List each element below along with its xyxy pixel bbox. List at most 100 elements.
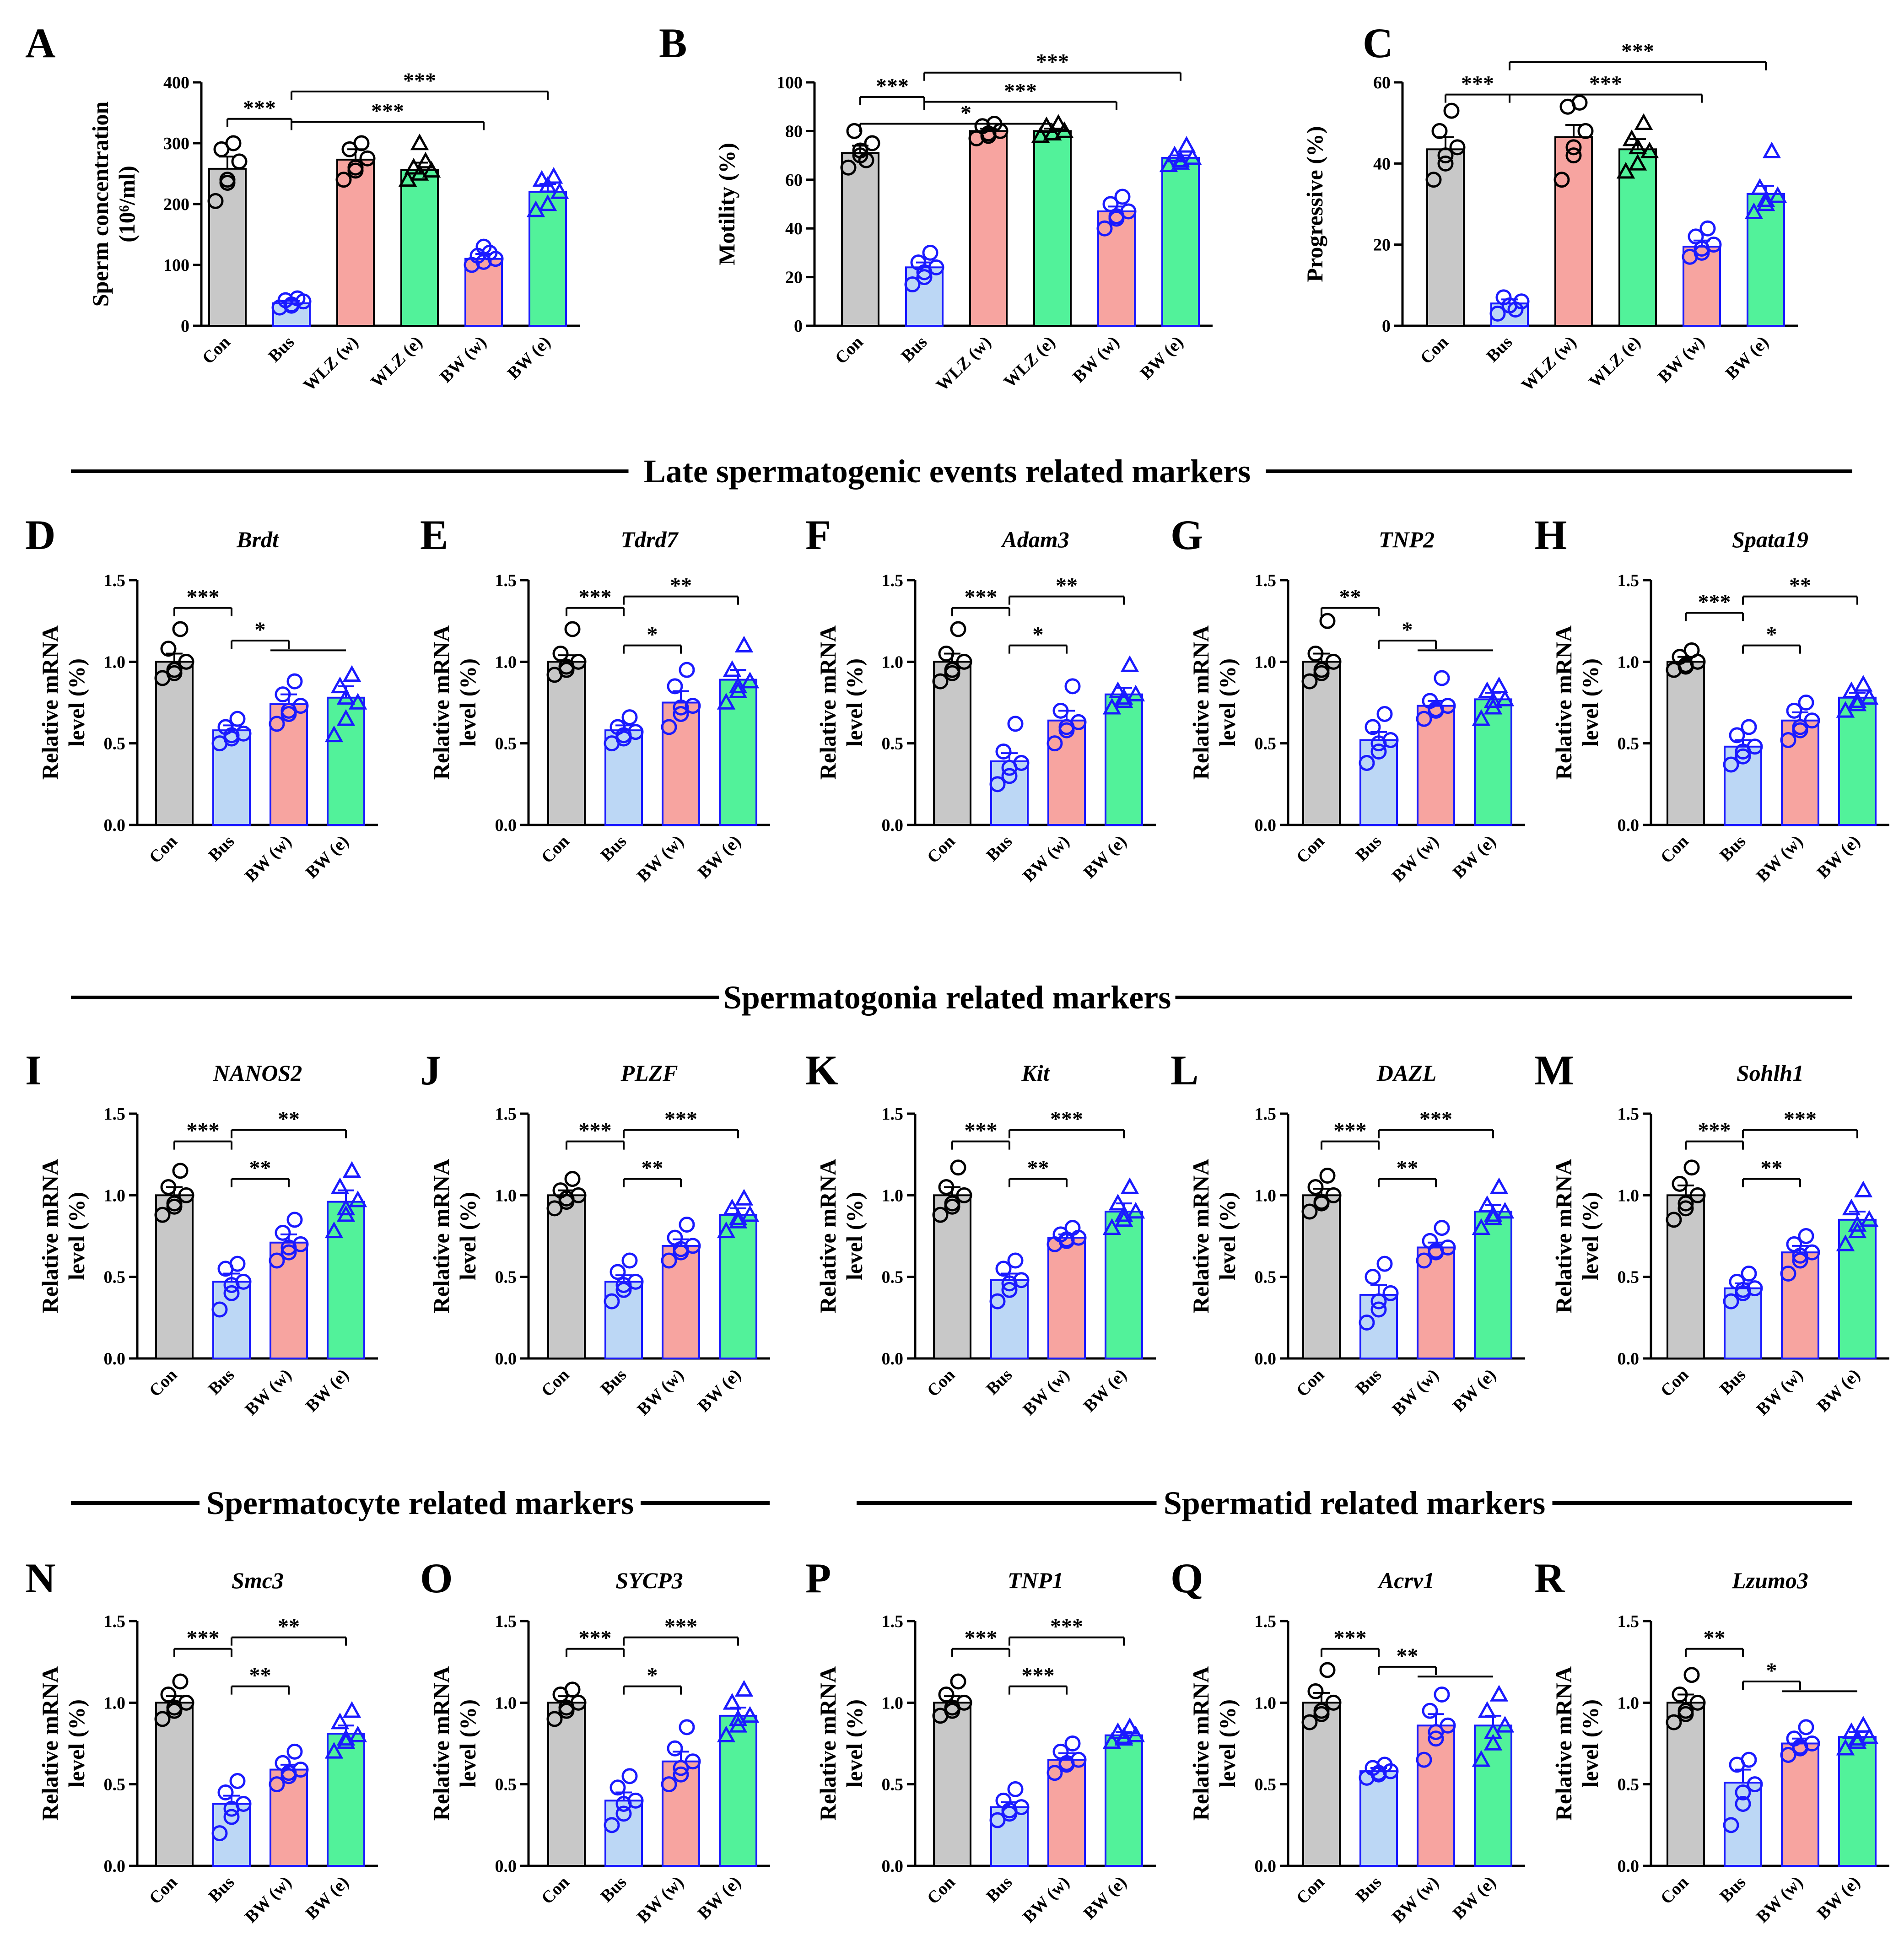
panel-title: Kit [1021, 1060, 1050, 1086]
sig-label: * [960, 101, 971, 125]
data-point [956, 1187, 972, 1203]
data-point [532, 170, 551, 187]
data-point [1798, 1719, 1814, 1735]
x-tick-label: BW (w) [241, 1873, 295, 1927]
y-tick-label: 20 [785, 268, 803, 287]
data-point [1735, 748, 1751, 765]
sig-label: *** [1419, 1107, 1452, 1132]
y-axis-label: Relative mRNA [1551, 1159, 1576, 1313]
data-point [950, 1673, 966, 1690]
bar [212, 1803, 251, 1867]
data-point [995, 744, 1012, 760]
data-point [1422, 1703, 1438, 1719]
bar [933, 1194, 971, 1359]
data-point [1114, 1210, 1133, 1227]
y-axis-label: Relative mRNA [428, 1159, 454, 1313]
sig-label: *** [579, 1119, 612, 1143]
x-tick-label: WLZ (e) [367, 333, 426, 392]
x-tick-label: Con [1293, 832, 1328, 867]
data-point [564, 621, 581, 637]
data-point [1848, 1215, 1867, 1232]
data-point [1756, 190, 1775, 207]
data-point [717, 693, 736, 710]
y-axis-label: Relative mRNA [1188, 1159, 1214, 1313]
data-point [1792, 1252, 1808, 1269]
y-axis-label: Relative mRNA [815, 1159, 841, 1313]
y-axis-label: Relative mRNA [1188, 625, 1214, 780]
panel-title: SYCP3 [615, 1568, 683, 1593]
data-point [667, 678, 683, 695]
x-tick-label: BW (w) [436, 333, 490, 387]
bar [969, 130, 1008, 327]
data-point [283, 297, 300, 314]
panel-label: G [1170, 512, 1203, 558]
data-point [1102, 1732, 1122, 1749]
panel-title: Sohlh1 [1737, 1060, 1804, 1086]
data-point [1416, 1751, 1432, 1768]
data-point [1416, 1252, 1432, 1269]
x-tick-label: BW (e) [1449, 832, 1500, 883]
x-tick-label: Bus [597, 1873, 630, 1906]
data-point [1001, 1282, 1018, 1298]
bar [464, 258, 503, 327]
y-tick-label: 1.5 [1618, 571, 1640, 590]
panel-title: Spata19 [1732, 527, 1808, 552]
sig-label: *** [965, 1119, 998, 1143]
data-point [1577, 123, 1594, 139]
data-point [1798, 1228, 1814, 1244]
bar [604, 1281, 643, 1360]
data-point [1001, 1275, 1018, 1292]
data-point [1437, 147, 1454, 164]
x-tick-label: WLZ (e) [1585, 333, 1644, 392]
y-tick-label: 0.0 [1255, 816, 1277, 835]
bar [1724, 745, 1762, 826]
data-point [980, 128, 997, 144]
sig-label: *** [371, 99, 404, 123]
y-axis-label: Relative mRNA [428, 1666, 454, 1821]
x-tick-label: Bus [597, 832, 630, 865]
sig-label: *** [1589, 72, 1622, 96]
sig-label: *** [965, 1626, 998, 1650]
y-tick-label: 0.5 [882, 1775, 904, 1794]
section-header: Spermatid related markers [857, 1485, 1852, 1521]
data-point [166, 1699, 183, 1716]
y-tick-label: 1.5 [104, 1105, 126, 1124]
data-point [1108, 208, 1125, 225]
panel-label: N [25, 1555, 55, 1601]
y-tick-label: 1.0 [1618, 1693, 1640, 1713]
y-axis-label: level (%) [1214, 1699, 1240, 1788]
data-point [673, 706, 689, 722]
data-point [280, 1765, 297, 1781]
section-header: Spermatogonia related markers [71, 979, 1852, 1016]
data-point [1325, 1187, 1342, 1203]
y-tick-label: 0.0 [495, 1349, 517, 1369]
data-point [1792, 1739, 1808, 1755]
data-point [286, 1743, 303, 1760]
x-tick-label: BW (w) [1753, 832, 1807, 886]
data-point [269, 1252, 285, 1269]
panel-label: F [805, 512, 831, 558]
bar [841, 152, 879, 327]
data-point [661, 1776, 677, 1793]
data-point [1860, 688, 1879, 705]
sig-label: * [1766, 623, 1777, 647]
data-point [558, 1190, 575, 1207]
data-point [286, 1212, 303, 1228]
data-point [615, 1277, 632, 1293]
bar [1724, 1287, 1762, 1359]
data-point [1007, 1252, 1024, 1269]
y-axis-label: Motility (%) [714, 143, 739, 265]
y-axis-label: level (%) [1577, 1699, 1603, 1788]
data-point [1171, 151, 1190, 167]
data-point [410, 133, 429, 151]
x-tick-label: WLZ (w) [1518, 333, 1580, 395]
y-tick-label: 100 [777, 73, 803, 92]
data-point [1171, 153, 1190, 170]
x-tick-label: Bus [1716, 832, 1749, 865]
y-tick-label: 0.5 [104, 1268, 126, 1287]
bar [155, 661, 194, 826]
data-point [335, 172, 352, 188]
bar [719, 679, 757, 826]
panel-d: D Brdt 0.0 0.5 1.0 1.5 Relative mRNA level (%) C… [25, 512, 378, 886]
